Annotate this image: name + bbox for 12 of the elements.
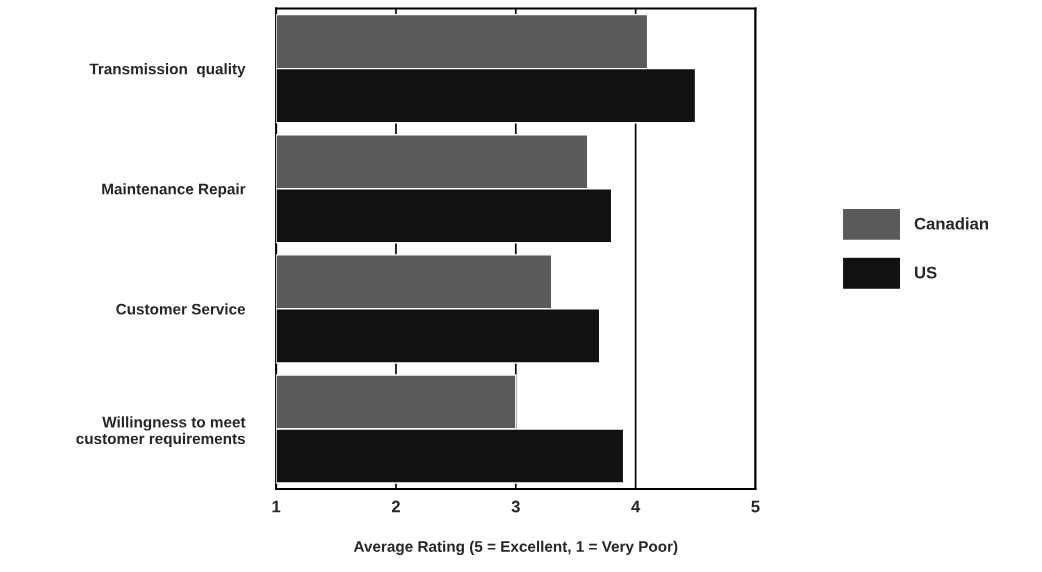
x-tick-label: 4 [631,500,641,513]
x-tick-label: 2 [391,500,400,513]
y-tick-label: Willingness to meet customer requirements [76,416,246,448]
y-tick-label: Maintenance Repair [102,183,246,198]
legend-label: US [915,266,937,279]
x-axis-title: Average Rating (5 = Excellent, 1 = Very Poor) [353,540,678,556]
x-tick-label: 1 [272,500,281,513]
y-tick-label: Transmission quality [89,63,246,78]
x-tick-label: 5 [751,500,760,513]
legend-label: Canadian [914,217,988,230]
x-tick-label: 3 [511,500,520,513]
y-tick-label: Customer Service [116,303,246,315]
